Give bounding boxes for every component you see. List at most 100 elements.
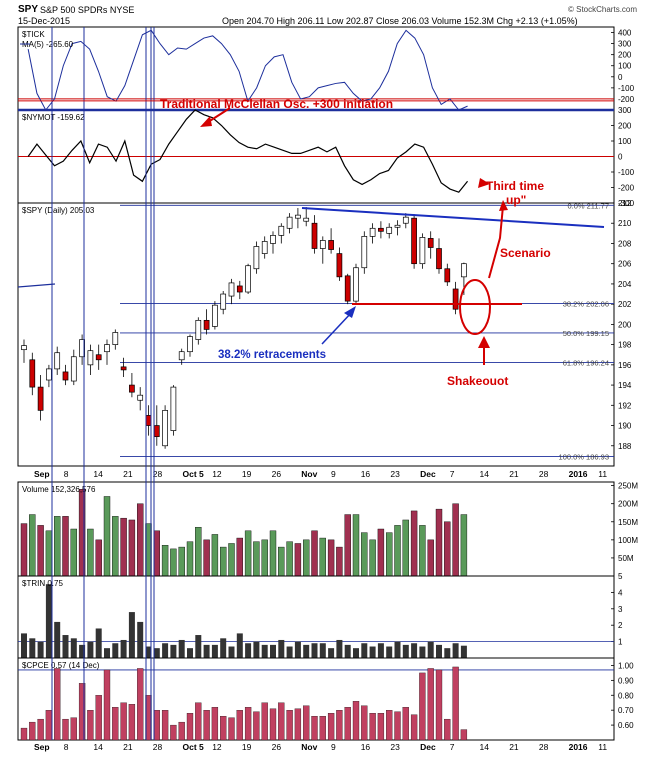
cpce-bar [87, 710, 94, 741]
candle-body [153, 425, 160, 438]
nymot-line [27, 109, 469, 193]
nymot-axis-tick-label: 100 [618, 137, 632, 146]
cpce-bar [195, 702, 202, 741]
trin-bar [195, 635, 202, 658]
trin-bar [286, 646, 293, 658]
retracement-arrowhead [344, 306, 356, 318]
spy-axis-tick-label: 188 [618, 442, 632, 451]
volume-bar [435, 508, 443, 577]
retracement-annotation: 38.2% retracements [218, 349, 326, 361]
cpce-bar [377, 713, 385, 741]
x-tick-label-bottom: 12 [212, 742, 222, 752]
trin-bar [120, 639, 127, 658]
trin-bar [270, 644, 276, 658]
x-tick-label: 11 [598, 469, 607, 479]
cpce-bar [402, 707, 409, 741]
volume-axis-tick-label: 250M [618, 482, 638, 491]
left-trend-stub [17, 283, 56, 288]
trin-bar [211, 644, 218, 658]
x-tick-label: 19 [242, 469, 252, 479]
cpce-bar [278, 702, 285, 741]
tick-panel-frame [17, 26, 615, 111]
trin-bar [178, 639, 185, 658]
x-tick-label: 14 [93, 469, 103, 479]
cpce-bar [78, 683, 86, 741]
trin-bar [145, 646, 152, 658]
volume-bar [394, 525, 401, 577]
trin-bar [377, 643, 384, 658]
trin-bar [386, 646, 393, 658]
x-tick-label: 21 [123, 469, 133, 479]
x-tick-label: 12 [212, 469, 222, 479]
cpce-bar [460, 729, 468, 741]
candle-body [436, 248, 442, 270]
candle-body [87, 350, 94, 366]
cpce-title: $CPCE 0.57 (14 Dec) [22, 661, 100, 670]
candle-body [394, 224, 401, 228]
cpce-bar [261, 702, 268, 741]
candle-body [411, 217, 417, 265]
x-tick-label: Dec [420, 469, 436, 479]
trin-bar [427, 641, 434, 658]
volume-bar [103, 496, 111, 577]
candle-body [444, 268, 451, 283]
candle-body [270, 235, 276, 244]
candle-body [187, 336, 193, 353]
candle-body [245, 265, 251, 293]
third-time-arrowhead [478, 178, 490, 188]
cpce-bar [244, 707, 252, 741]
trin-axis-tick-label: 5 [618, 572, 623, 581]
x-tick-label-bottom: 23 [390, 742, 400, 752]
cpce-bar [20, 727, 28, 741]
cpce-bar [112, 707, 119, 741]
cpce-bar [29, 721, 36, 741]
volume-bar [29, 514, 36, 577]
trin-bar [45, 584, 52, 658]
candle-body [129, 384, 135, 393]
cpce-bar [153, 710, 160, 741]
spy-axis-tick-label: 198 [618, 341, 632, 350]
cpce-bar [228, 717, 235, 741]
candle-body [29, 359, 36, 388]
tick-axis-tick-label: 100 [618, 62, 632, 71]
trin-bar [104, 648, 110, 658]
x-tick-label-bottom: Nov [301, 742, 317, 752]
x-tick-label-bottom: 7 [450, 742, 455, 752]
cpce-bar [294, 708, 302, 741]
trin-bar [54, 621, 61, 658]
cpce-bar [369, 713, 376, 741]
x-tick-label-bottom: 28 [539, 742, 549, 752]
candle-body [95, 354, 102, 361]
downtrend-line [301, 207, 605, 228]
candle-body [402, 216, 409, 224]
candle-body [427, 238, 434, 248]
retracement-arrow-line [321, 311, 353, 345]
spy-axis-tick-label: 206 [618, 260, 632, 269]
x-tick-label-bottom: Sep [34, 742, 50, 752]
x-tick-label-bottom: 19 [242, 742, 252, 752]
x-tick-label-bottom: 11 [598, 742, 607, 752]
trin-axis-tick-label: 1 [618, 638, 623, 647]
volume-bar [460, 514, 468, 577]
volume-bar [410, 510, 418, 577]
trin-bar [79, 644, 86, 658]
spy-axis-tick-label: 192 [618, 401, 632, 410]
trin-bar [162, 643, 169, 658]
shakeout-circle [459, 279, 491, 335]
cpce-axis-tick-label: 0.90 [618, 676, 634, 685]
volume-bar [402, 519, 409, 577]
tick-axis-tick-label: 0 [618, 73, 623, 82]
quote-line: Open 204.70 High 206.11 Low 202.87 Close… [222, 16, 578, 26]
candle-body [62, 371, 69, 381]
candle-body [54, 352, 61, 370]
cpce-bar [303, 705, 310, 741]
x-tick-label-bottom: 26 [272, 742, 282, 752]
volume-bar [219, 546, 227, 577]
volume-bar [128, 519, 136, 577]
x-tick-label: Nov [301, 469, 317, 479]
cpce-bar [103, 669, 111, 741]
cpce-bar [419, 672, 426, 741]
cpce-bar [352, 701, 360, 741]
trin-bar [245, 643, 252, 658]
cpce-bar [344, 707, 351, 741]
